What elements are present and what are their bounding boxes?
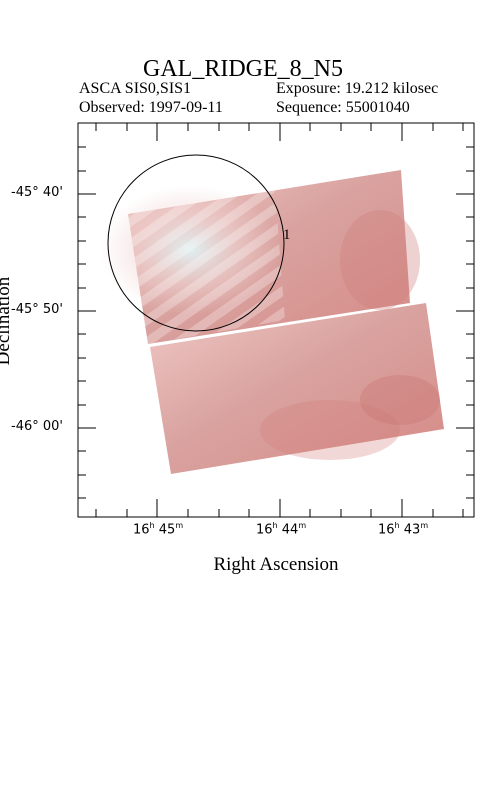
y-tick-label: -45° 40' <box>11 185 63 200</box>
x-tick-label: 16h 43m <box>378 521 429 538</box>
instrument-label: ASCA SIS0,SIS1 <box>79 80 192 97</box>
x-tick-marks <box>95 123 464 517</box>
y-tick-label: -46° 00' <box>11 419 63 434</box>
observed-date-label: Observed: 1997-09-11 <box>79 99 223 116</box>
exposure-label: Exposure: 19.212 kilosec <box>276 80 439 97</box>
plot-frame <box>77 122 475 518</box>
extraction-region-circle <box>107 154 285 332</box>
x-axis-label: Right Ascension <box>213 554 339 575</box>
plot-title: GAL_RIDGE_8_N5 <box>143 56 343 82</box>
y-tick-label: -45° 50' <box>11 302 63 317</box>
x-tick-label: 16h 45m <box>133 521 184 538</box>
detector-chip-lower <box>150 303 444 474</box>
y-tick-marks <box>78 146 474 499</box>
x-tick-label: 16h 44m <box>256 521 307 538</box>
region-number-label: 1 <box>283 227 291 243</box>
sequence-label: Sequence: 55001040 <box>276 99 410 116</box>
y-axis-label: Declination <box>0 276 14 366</box>
